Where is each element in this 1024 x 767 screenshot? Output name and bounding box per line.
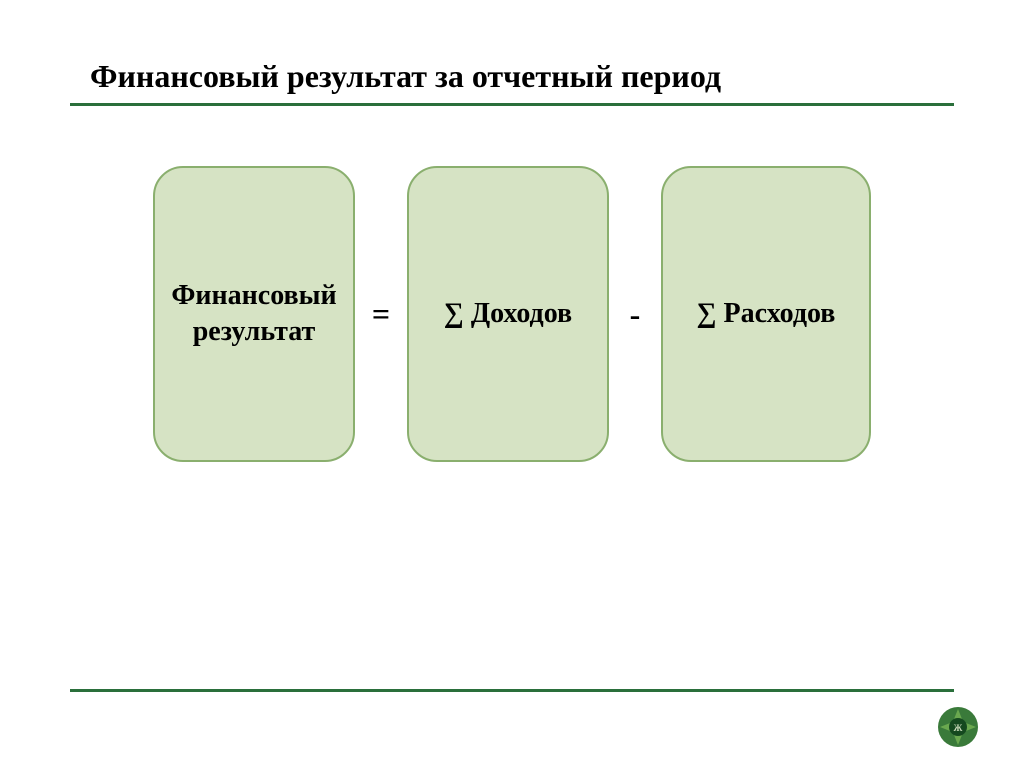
title-underline bbox=[70, 103, 954, 106]
equation-row: Финансовый результат = ∑ Доходов - ∑ Рас… bbox=[70, 166, 954, 462]
logo-emblem-icon: Ж bbox=[936, 705, 980, 749]
box-expense-sum: ∑ Расходов bbox=[661, 166, 871, 462]
box-financial-result: Финансовый результат bbox=[153, 166, 355, 462]
slide-title: Финансовый результат за отчетный период bbox=[70, 58, 954, 95]
operator-minus: - bbox=[621, 296, 649, 333]
box-label-financial-result: Финансовый результат bbox=[165, 278, 343, 351]
svg-text:Ж: Ж bbox=[954, 723, 963, 733]
box-income-sum: ∑ Доходов bbox=[407, 166, 609, 462]
slide-container: Финансовый результат за отчетный период … bbox=[0, 0, 1024, 767]
operator-equals: = bbox=[367, 296, 395, 333]
box-label-income-sum: ∑ Доходов bbox=[444, 296, 572, 332]
footer-line bbox=[70, 689, 954, 692]
box-label-expense-sum: ∑ Расходов bbox=[697, 296, 836, 332]
